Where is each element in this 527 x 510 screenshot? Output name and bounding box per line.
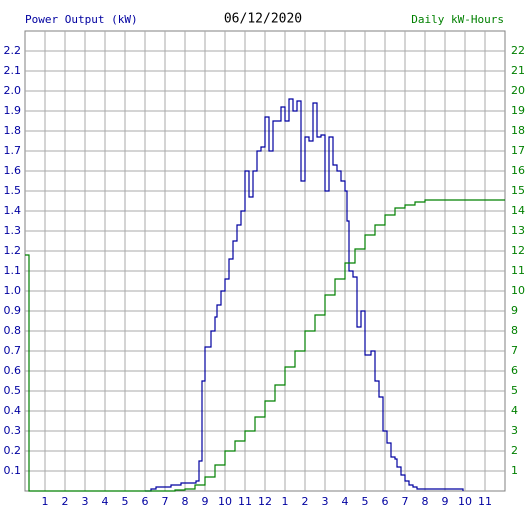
y2-tick-label: 19 xyxy=(511,104,525,117)
y2-tick-label: 3 xyxy=(511,424,518,437)
y-tick-label: 0.5 xyxy=(4,384,22,397)
x-tick-label: 12 xyxy=(258,495,272,508)
y-tick-label: 1.2 xyxy=(4,244,22,257)
y-tick-label: 0.8 xyxy=(4,324,22,337)
y2-tick-label: 15 xyxy=(511,184,525,197)
x-tick-label: 5 xyxy=(362,495,369,508)
x-tick-label: 10 xyxy=(458,495,472,508)
x-tick-label: 4 xyxy=(342,495,349,508)
y2-tick-label: 12 xyxy=(511,244,525,257)
y-tick-label: 1.4 xyxy=(4,204,22,217)
chart-title: 06/12/2020 xyxy=(224,12,302,27)
x-tick-label: 2 xyxy=(62,495,69,508)
x-tick-label: 7 xyxy=(162,495,169,508)
y-tick-label: 2.1 xyxy=(4,64,22,77)
series-line xyxy=(25,199,505,492)
y-tick-label: 0.7 xyxy=(4,344,22,357)
x-tick-label: 3 xyxy=(322,495,329,508)
y2-tick-label: 10 xyxy=(511,284,525,297)
x-tick-label: 8 xyxy=(422,495,429,508)
x-tick-label: 2 xyxy=(302,495,309,508)
y-tick-label: 1.7 xyxy=(4,144,22,157)
x-tick-label: 8 xyxy=(182,495,189,508)
x-tick-label: 1 xyxy=(282,495,289,508)
y2-tick-label: 17 xyxy=(511,144,525,157)
x-tick-label: 7 xyxy=(402,495,409,508)
y-tick-label: 0.3 xyxy=(4,424,22,437)
y2-tick-label: 16 xyxy=(511,164,525,177)
x-tick-label: 3 xyxy=(82,495,89,508)
y-tick-label: 0.4 xyxy=(4,404,22,417)
right-axis-title: Daily kW-Hours xyxy=(411,13,504,26)
y-tick-label: 0.1 xyxy=(4,464,22,477)
y-tick-label: 2.0 xyxy=(4,84,22,97)
y2-tick-label: 7 xyxy=(511,344,518,357)
y2-tick-label: 8 xyxy=(511,324,518,337)
x-tick-label: 6 xyxy=(142,495,149,508)
x-tick-label: 1 xyxy=(42,495,49,508)
y-tick-label: 1.5 xyxy=(4,184,22,197)
x-tick-label: 9 xyxy=(202,495,209,508)
y-tick-label: 1.3 xyxy=(4,224,22,237)
y-tick-label: 0.2 xyxy=(4,444,22,457)
y2-tick-label: 13 xyxy=(511,224,525,237)
x-tick-label: 11 xyxy=(478,495,492,508)
y-tick-label: 1.1 xyxy=(4,264,22,277)
y2-tick-label: 6 xyxy=(511,364,518,377)
y-tick-label: 2.2 xyxy=(4,44,22,57)
y-tick-label: 1.8 xyxy=(4,124,22,137)
y2-tick-label: 22 xyxy=(511,44,525,57)
left-axis-title: Power Output (kW) xyxy=(25,13,138,26)
x-tick-label: 11 xyxy=(238,495,252,508)
y-tick-label: 1.9 xyxy=(4,104,22,117)
y2-tick-label: 5 xyxy=(511,384,518,397)
y2-tick-label: 2 xyxy=(511,444,518,457)
y-tick-label: 0.9 xyxy=(4,304,22,317)
x-tick-label: 4 xyxy=(102,495,109,508)
series-line xyxy=(145,98,464,492)
y-tick-label: 1.6 xyxy=(4,164,22,177)
y2-tick-label: 21 xyxy=(511,64,525,77)
x-tick-label: 6 xyxy=(382,495,389,508)
y2-tick-label: 14 xyxy=(511,204,525,217)
y2-tick-label: 1 xyxy=(511,464,518,477)
y-tick-label: 0.6 xyxy=(4,364,22,377)
y2-tick-label: 20 xyxy=(511,84,525,97)
y2-tick-label: 18 xyxy=(511,124,525,137)
y2-tick-label: 11 xyxy=(511,264,525,277)
x-tick-label: 5 xyxy=(122,495,129,508)
y-tick-label: 1.0 xyxy=(4,284,22,297)
y2-tick-label: 4 xyxy=(511,404,518,417)
x-tick-label: 10 xyxy=(218,495,232,508)
x-tick-label: 9 xyxy=(442,495,449,508)
y2-tick-label: 9 xyxy=(511,304,518,317)
